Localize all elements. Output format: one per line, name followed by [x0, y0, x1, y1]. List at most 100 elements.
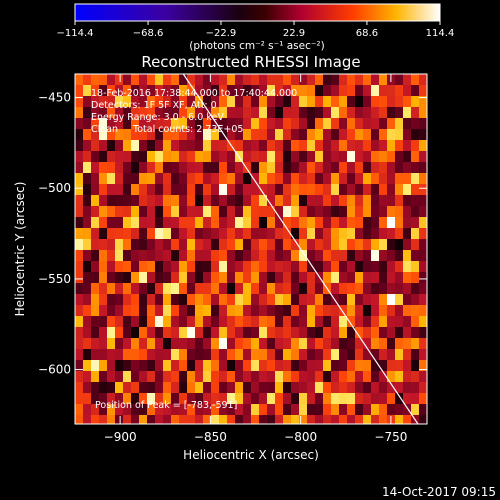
heatmap-cell: [307, 118, 315, 129]
heatmap-cell: [83, 107, 91, 118]
heatmap-cell: [379, 239, 387, 250]
heatmap-cell: [267, 316, 275, 327]
heatmap-cell: [227, 415, 235, 424]
heatmap-cell: [147, 404, 155, 415]
heatmap-cell: [219, 96, 227, 107]
heatmap-cell: [123, 228, 131, 239]
heatmap-cell: [131, 140, 139, 151]
heatmap-cell: [299, 162, 307, 173]
heatmap-cell: [115, 294, 123, 305]
heatmap-cell: [171, 404, 179, 415]
heatmap-cell: [75, 85, 83, 96]
heatmap-cell: [203, 305, 211, 316]
heatmap-cell: [123, 371, 131, 382]
heatmap-cell: [163, 239, 171, 250]
heatmap-cell: [155, 206, 163, 217]
heatmap-cell: [99, 294, 107, 305]
heatmap-cell: [187, 404, 195, 415]
heatmap-cell: [115, 393, 123, 404]
heatmap-cell: [203, 206, 211, 217]
heatmap-cell: [107, 305, 115, 316]
heatmap-cell: [363, 129, 371, 140]
heatmap-cell: [171, 184, 179, 195]
heatmap-cell: [179, 360, 187, 371]
heatmap-cell: [75, 382, 83, 393]
heatmap-cell: [259, 393, 267, 404]
heatmap-cell: [123, 382, 131, 393]
heatmap-cell: [347, 217, 355, 228]
heatmap-cell: [243, 294, 251, 305]
heatmap-cell: [339, 74, 347, 85]
heatmap-cell: [419, 283, 427, 294]
heatmap-cell: [115, 272, 123, 283]
heatmap-cell: [259, 151, 267, 162]
heatmap-cell: [123, 305, 131, 316]
heatmap-cell: [411, 250, 419, 261]
heatmap-cell: [91, 206, 99, 217]
heatmap-cell: [403, 140, 411, 151]
heatmap-cell: [267, 360, 275, 371]
heatmap-cell: [243, 206, 251, 217]
heatmap-cell: [147, 360, 155, 371]
heatmap-cell: [235, 272, 243, 283]
heatmap-cell: [83, 151, 91, 162]
heatmap-cell: [203, 239, 211, 250]
heatmap-cell: [131, 118, 139, 129]
heatmap-cell: [411, 371, 419, 382]
heatmap-cell: [275, 217, 283, 228]
heatmap-cell: [371, 206, 379, 217]
heatmap-cell: [419, 118, 427, 129]
heatmap-cell: [259, 129, 267, 140]
heatmap-cell: [227, 151, 235, 162]
heatmap-cell: [275, 206, 283, 217]
heatmap-cell: [275, 74, 283, 85]
heatmap-cell: [323, 382, 331, 393]
heatmap-cell: [283, 371, 291, 382]
heatmap-cell: [363, 118, 371, 129]
heatmap-cell: [363, 305, 371, 316]
heatmap-cell: [315, 85, 323, 96]
heatmap-cell: [211, 338, 219, 349]
heatmap-cell: [251, 382, 259, 393]
heatmap-cell: [347, 162, 355, 173]
heatmap-cell: [179, 371, 187, 382]
heatmap-cell: [211, 283, 219, 294]
heatmap-cell: [283, 173, 291, 184]
heatmap-cell: [203, 184, 211, 195]
heatmap-cell: [363, 195, 371, 206]
heatmap-cell: [315, 206, 323, 217]
heatmap-cell: [387, 85, 395, 96]
heatmap-cell: [171, 74, 179, 85]
heatmap-cell: [91, 129, 99, 140]
heatmap-cell: [211, 228, 219, 239]
heatmap-cell: [195, 360, 203, 371]
heatmap-cell: [123, 283, 131, 294]
heatmap-cell: [83, 162, 91, 173]
heatmap-cell: [371, 294, 379, 305]
heatmap-cell: [307, 184, 315, 195]
heatmap-cell: [227, 294, 235, 305]
heatmap-cell: [267, 151, 275, 162]
heatmap-cell: [371, 261, 379, 272]
heatmap-cell: [163, 349, 171, 360]
heatmap-cell: [123, 272, 131, 283]
heatmap-cell: [363, 316, 371, 327]
heatmap-cell: [267, 206, 275, 217]
heatmap-cell: [163, 85, 171, 96]
heatmap-cell: [155, 393, 163, 404]
heatmap-cell: [99, 272, 107, 283]
heatmap-cell: [211, 393, 219, 404]
heatmap-cell: [259, 371, 267, 382]
heatmap-cell: [227, 360, 235, 371]
heatmap-cell: [147, 349, 155, 360]
heatmap-cell: [291, 107, 299, 118]
heatmap-cell: [147, 74, 155, 85]
heatmap-cell: [411, 327, 419, 338]
heatmap-cell: [363, 382, 371, 393]
heatmap-cell: [139, 107, 147, 118]
heatmap-cell: [251, 349, 259, 360]
heatmap-cell: [267, 294, 275, 305]
heatmap-cell: [363, 294, 371, 305]
heatmap-cell: [323, 96, 331, 107]
heatmap-cell: [187, 74, 195, 85]
